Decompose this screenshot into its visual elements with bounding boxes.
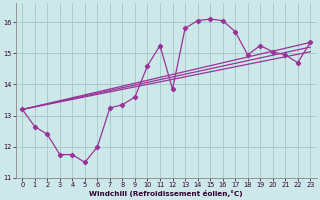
- X-axis label: Windchill (Refroidissement éolien,°C): Windchill (Refroidissement éolien,°C): [90, 190, 243, 197]
